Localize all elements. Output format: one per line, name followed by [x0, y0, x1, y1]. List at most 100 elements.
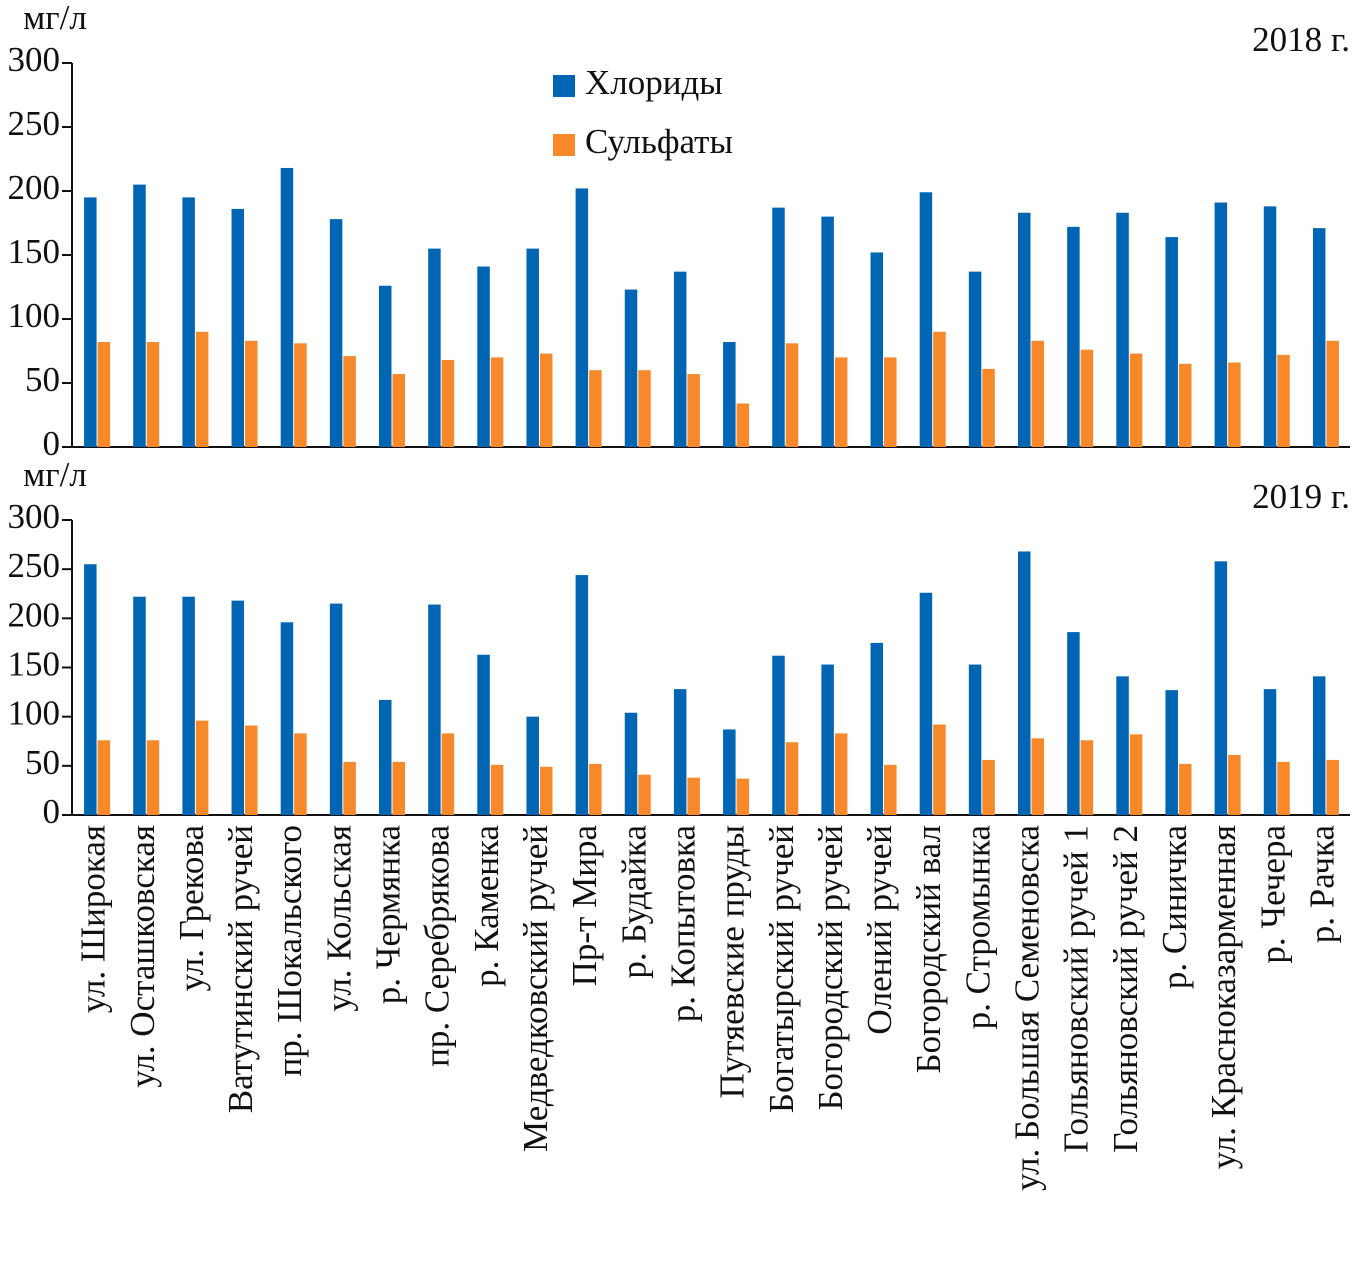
bar: [919, 192, 933, 447]
bar: [933, 724, 946, 815]
x-tick-label: ул. Грекова: [172, 825, 211, 992]
bar: [1031, 738, 1044, 815]
bar: [97, 342, 111, 447]
bar: [294, 733, 307, 815]
panel-title: 2019 г.: [1252, 477, 1350, 516]
bar: [1214, 202, 1228, 447]
bar: [1116, 676, 1129, 815]
bar: [231, 208, 245, 447]
bar: [146, 740, 160, 815]
bar: [884, 764, 897, 815]
bar: [884, 357, 897, 447]
x-tick-label: Пр-т Мира: [565, 825, 604, 987]
bar: [539, 353, 553, 447]
bar: [1129, 353, 1143, 447]
y-tick-label: 200: [8, 595, 61, 634]
x-tick-label: пр. Шокальского: [270, 825, 309, 1077]
bar: [280, 167, 294, 447]
y-tick-label: 0: [43, 424, 61, 463]
bar: [687, 777, 700, 815]
x-tick-label: ул. Осташковская: [123, 825, 162, 1088]
x-tick-label: Богородский вал: [909, 825, 948, 1074]
bar: [245, 725, 258, 815]
bar: [84, 197, 97, 447]
bar: [428, 248, 441, 447]
bar: [834, 733, 848, 815]
bar: [1178, 763, 1192, 815]
bar: [441, 359, 455, 447]
bar: [772, 207, 785, 447]
bar: [933, 331, 946, 447]
y-tick-label: 250: [8, 546, 61, 585]
bar: [428, 604, 441, 815]
bar: [736, 778, 750, 815]
y-axis-label: мг/л: [23, 455, 87, 494]
x-tick-label: Ватутинский ручей: [221, 825, 260, 1113]
bar: [195, 720, 209, 815]
x-tick-label: Богородский ручей: [811, 825, 850, 1111]
bar: [294, 343, 307, 447]
x-tick-label: р. Чермянка: [369, 825, 408, 1005]
legend-swatch: [553, 134, 575, 156]
bar: [1312, 228, 1326, 447]
bar: [379, 699, 392, 815]
bar: [1018, 551, 1031, 815]
legend-swatch: [553, 75, 575, 97]
legend-label: Хлориды: [585, 63, 723, 102]
bar: [1228, 362, 1241, 447]
x-tick-label: Медведковский ручей: [516, 825, 555, 1152]
x-tick-label: р. Копытовка: [663, 825, 702, 1023]
x-tick-label: ул. Широкая: [74, 825, 113, 1013]
bar: [575, 575, 589, 815]
bar: [195, 331, 209, 447]
bar: [133, 596, 146, 815]
bar: [182, 596, 195, 815]
bar: [723, 729, 736, 815]
bar: [1067, 226, 1080, 447]
bar: [1067, 632, 1080, 815]
y-tick-label: 250: [8, 104, 61, 143]
bar: [133, 184, 146, 447]
bar: [968, 271, 982, 447]
x-tick-label: Богатырский ручей: [762, 825, 801, 1113]
bar: [1326, 340, 1339, 447]
x-tick-label: р. Будайка: [614, 825, 653, 979]
x-tick-label: Гольяновский ручей 2: [1106, 825, 1145, 1153]
bar: [982, 368, 995, 447]
bar: [231, 600, 245, 815]
bar: [392, 761, 405, 815]
bar: [723, 342, 736, 447]
bar: [1080, 740, 1094, 815]
y-axis-label: мг/л: [23, 0, 87, 37]
bar: [539, 766, 553, 815]
bar: [673, 689, 687, 815]
bar: [477, 654, 490, 815]
x-tick-label: р. Чечера: [1253, 825, 1292, 964]
bar: [1312, 676, 1326, 815]
y-tick-label: 300: [8, 40, 61, 79]
bar: [589, 763, 602, 815]
bar: [1228, 755, 1241, 815]
bar: [477, 266, 490, 447]
bar: [97, 740, 111, 815]
bar: [687, 374, 700, 447]
bar: [736, 403, 750, 447]
x-tick-label: Путяевские пруды: [713, 825, 752, 1099]
bar: [343, 761, 356, 815]
bar: [1263, 689, 1277, 815]
bar: [329, 219, 343, 447]
bar: [490, 357, 504, 447]
bar: [638, 774, 651, 815]
y-tick-label: 50: [25, 743, 60, 782]
x-tick-label: р. Синичка: [1155, 825, 1194, 990]
bar: [821, 664, 834, 815]
y-tick-label: 0: [43, 792, 61, 831]
bar: [280, 622, 294, 815]
x-tick-label: ул. Кольская: [319, 825, 358, 1012]
bar: [1018, 212, 1031, 447]
bar: [624, 289, 638, 447]
x-tick-label: р. Каменка: [467, 825, 506, 987]
y-tick-label: 150: [8, 645, 61, 684]
panel-title: 2018 г.: [1252, 20, 1350, 59]
